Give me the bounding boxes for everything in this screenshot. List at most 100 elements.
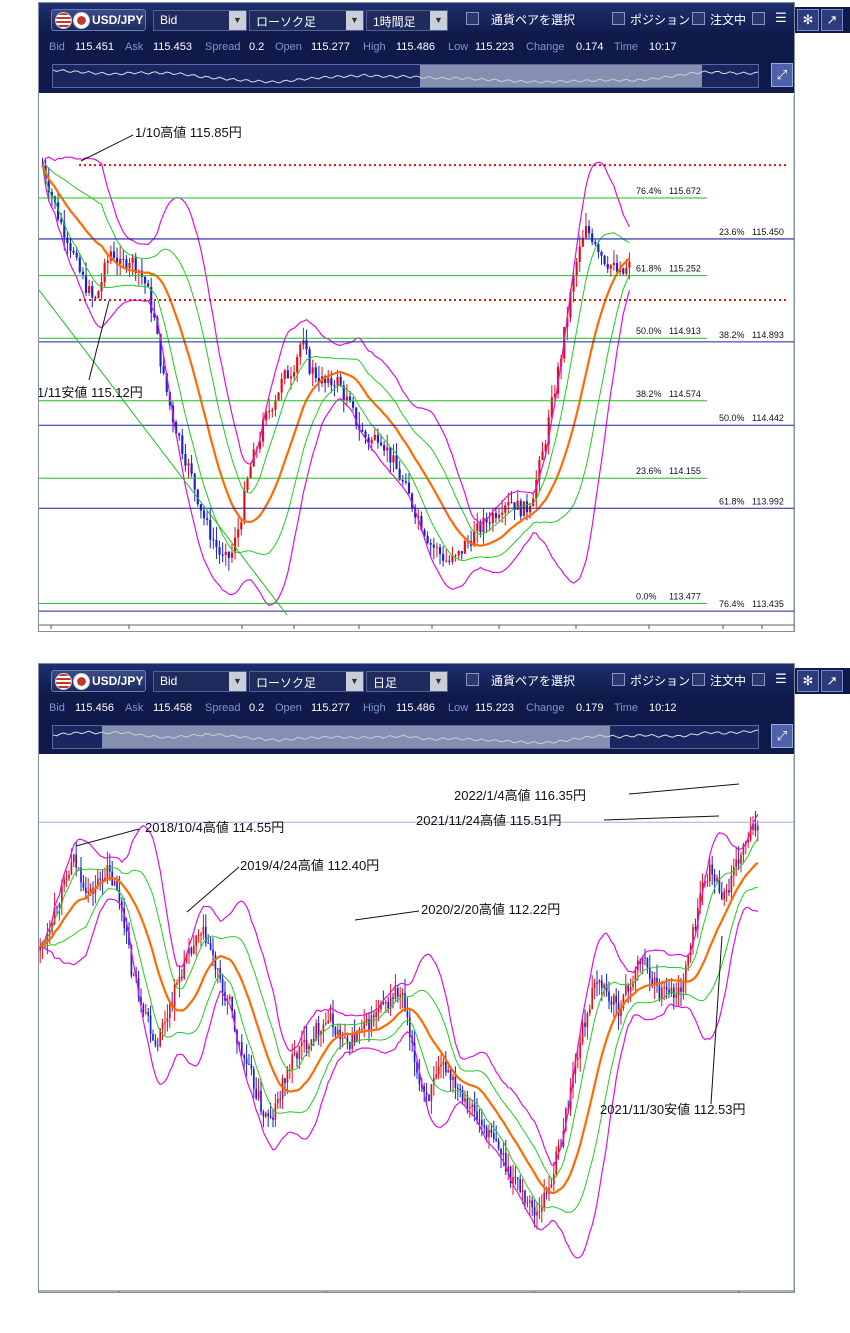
order-checkbox[interactable] bbox=[692, 12, 705, 25]
candle-body bbox=[356, 1031, 358, 1042]
annotation-arrow bbox=[628, 783, 740, 795]
candle-body bbox=[264, 1113, 267, 1117]
candle-body bbox=[336, 1029, 339, 1036]
candle-body bbox=[512, 1176, 514, 1184]
bid-value: 115.451 bbox=[75, 41, 114, 53]
candle-body bbox=[293, 1053, 296, 1055]
candle-body bbox=[528, 506, 532, 513]
candle-body bbox=[190, 463, 193, 474]
candle-body bbox=[272, 1117, 274, 1120]
popout-icon[interactable]: ↗ bbox=[821, 670, 843, 692]
candle-body bbox=[509, 1166, 512, 1184]
order-checkbox[interactable] bbox=[692, 673, 705, 686]
position-checkbox[interactable] bbox=[612, 673, 625, 686]
us-flag-icon bbox=[55, 12, 72, 29]
candle-body bbox=[609, 265, 612, 269]
candle-body bbox=[65, 878, 68, 880]
spread-value: 0.2 bbox=[249, 702, 265, 714]
high-value: 115.486 bbox=[396, 41, 435, 53]
candle-body bbox=[185, 953, 188, 962]
candle-body bbox=[125, 259, 128, 269]
candle-body bbox=[130, 944, 133, 976]
candle-body bbox=[70, 862, 73, 875]
candle-body bbox=[238, 1042, 241, 1044]
chart-navigator: ⤢ bbox=[39, 59, 794, 93]
candle-body bbox=[202, 926, 205, 935]
candle-body bbox=[101, 879, 104, 882]
candle-body bbox=[187, 463, 190, 466]
list-icon[interactable]: ☰ bbox=[775, 671, 787, 686]
navigator-range-handle[interactable] bbox=[419, 65, 702, 87]
candle-body bbox=[336, 376, 339, 386]
currency-pair-button[interactable]: USD/JPY bbox=[51, 9, 146, 31]
trend-line bbox=[39, 289, 288, 616]
navigator-range-handle[interactable] bbox=[102, 726, 610, 748]
candle-body bbox=[612, 262, 616, 266]
timeframe-select[interactable]: 日足 ▼ bbox=[366, 671, 448, 692]
candle-body bbox=[206, 518, 209, 520]
navigator-track[interactable] bbox=[52, 725, 759, 749]
candle-body bbox=[94, 886, 97, 894]
list-icon[interactable]: ☰ bbox=[775, 10, 787, 25]
chart-type-select[interactable]: ローソク足 ▼ bbox=[249, 10, 364, 31]
zoom-reset-icon[interactable]: ⤢ bbox=[771, 63, 793, 87]
candle-body bbox=[72, 250, 75, 253]
us-flag-icon bbox=[55, 673, 72, 690]
candle-body bbox=[128, 931, 130, 945]
candle-body bbox=[555, 1151, 558, 1174]
fib-percent-label: 38.2% bbox=[719, 330, 745, 340]
select-pair-checkbox[interactable] bbox=[466, 673, 479, 686]
low-label: Low bbox=[448, 702, 469, 714]
fib-value-label: 115.252 bbox=[669, 264, 701, 274]
chart-toolbar: USD/JPY Bid ▼ ローソク足 ▼ 日足 ▼ 通貨ペアを選択 ポジション… bbox=[39, 664, 794, 696]
fib-value-label: 114.442 bbox=[752, 413, 784, 423]
candle-body bbox=[209, 519, 212, 540]
jp-flag-icon bbox=[73, 12, 90, 29]
fib-percent-label: 61.8% bbox=[719, 496, 745, 506]
gear-icon[interactable]: ✻ bbox=[797, 9, 819, 31]
candle-body bbox=[159, 333, 162, 367]
candle-body bbox=[311, 367, 314, 374]
candle-body bbox=[624, 985, 627, 995]
navigator-track[interactable] bbox=[52, 64, 759, 88]
candle-body bbox=[735, 859, 738, 867]
select-pair-checkbox[interactable] bbox=[466, 12, 479, 25]
extra-checkbox[interactable] bbox=[752, 673, 765, 686]
candle-body bbox=[164, 1022, 166, 1024]
ask-value: 115.453 bbox=[153, 41, 192, 53]
price-type-select[interactable]: Bid ▼ bbox=[153, 10, 247, 31]
daily-candlestick-chart[interactable]: 110.0002019-01-022020-01-022021-01-04202… bbox=[39, 756, 794, 1292]
candle-body bbox=[339, 376, 342, 386]
hourly-candlestick-chart[interactable]: 116.000115.000114.0002022-01-082022-01-1… bbox=[39, 95, 794, 631]
timeframe-select[interactable]: 1時間足 ▼ bbox=[366, 10, 448, 31]
candle-body bbox=[202, 510, 206, 519]
annotation-label: 1/11安値 115.12円 bbox=[39, 385, 143, 400]
candle-body bbox=[438, 547, 442, 555]
gear-icon[interactable]: ✻ bbox=[797, 670, 819, 692]
candle-body bbox=[538, 459, 541, 480]
popout-icon[interactable]: ↗ bbox=[821, 9, 843, 31]
candle-body bbox=[140, 270, 144, 277]
fib-value-label: 114.155 bbox=[669, 466, 701, 476]
candle-body bbox=[395, 455, 398, 470]
candle-body bbox=[106, 260, 109, 263]
extra-checkbox[interactable] bbox=[752, 12, 765, 25]
zoom-reset-icon[interactable]: ⤢ bbox=[771, 724, 793, 748]
candle-body bbox=[756, 825, 759, 831]
candle-body bbox=[339, 1029, 342, 1040]
fib-percent-label: 38.2% bbox=[636, 389, 662, 399]
chart-type-select[interactable]: ローソク足 ▼ bbox=[249, 671, 364, 692]
candle-body bbox=[547, 417, 550, 445]
position-checkbox[interactable] bbox=[612, 12, 625, 25]
candle-body bbox=[447, 1070, 450, 1073]
currency-pair-button[interactable]: USD/JPY bbox=[51, 670, 146, 692]
candle-body bbox=[730, 875, 733, 893]
price-type-select[interactable]: Bid ▼ bbox=[153, 671, 247, 692]
candle-body bbox=[360, 1028, 363, 1030]
candle-body bbox=[329, 1013, 332, 1021]
chart-type-value: ローソク足 bbox=[256, 15, 317, 29]
annotation-arrow bbox=[710, 935, 723, 1105]
candle-body bbox=[701, 882, 704, 894]
price-type-value: Bid bbox=[160, 674, 178, 688]
candle-body bbox=[646, 957, 649, 968]
